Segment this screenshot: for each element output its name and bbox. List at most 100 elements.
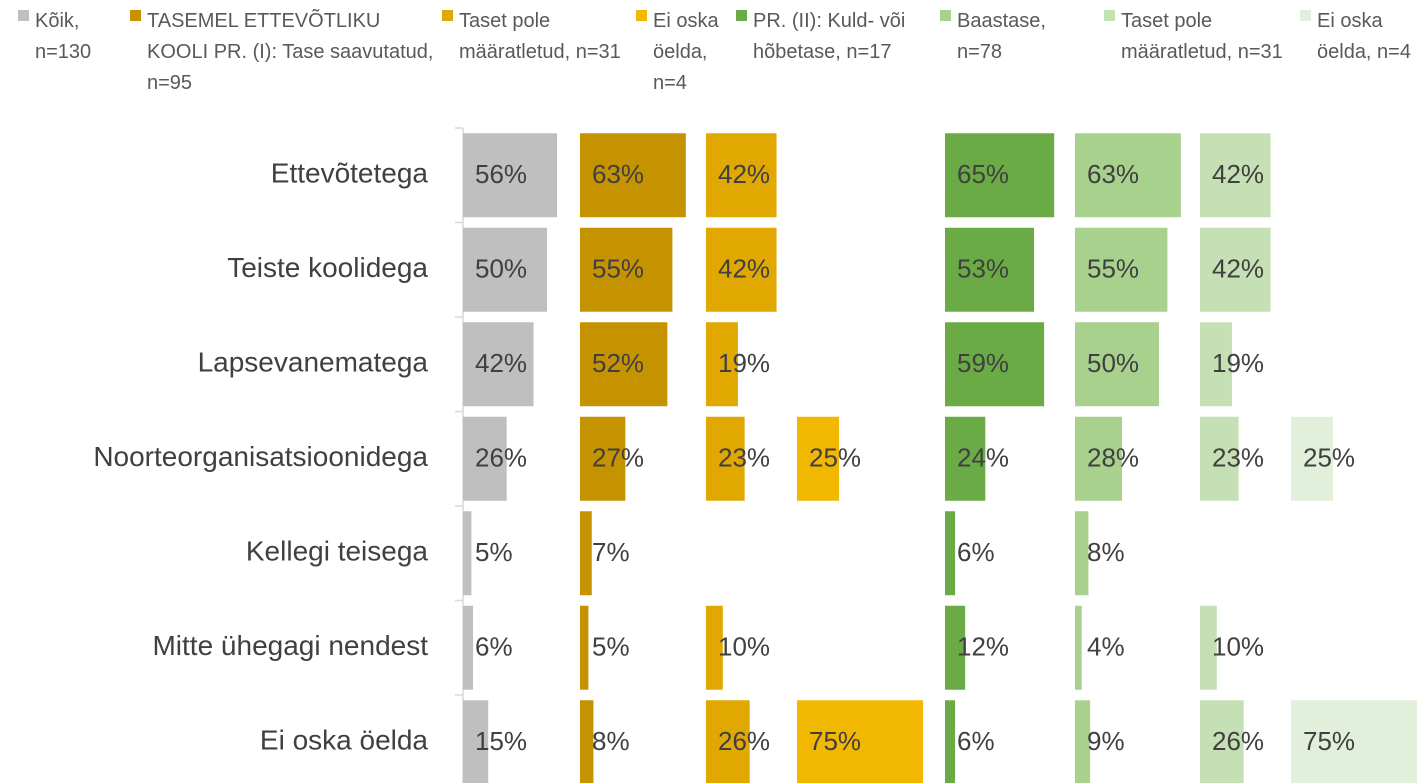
bar (797, 416, 839, 501)
legend-swatch (1300, 10, 1311, 21)
legend-swatch (940, 10, 951, 21)
value-label: 27% (592, 443, 644, 473)
value-label: 10% (718, 632, 770, 662)
value-label: 6% (475, 632, 513, 662)
category-label: Mitte ühegagi nendest (152, 630, 428, 661)
bar (580, 700, 594, 783)
bar (1075, 322, 1159, 407)
legend-label: PR. (II): Kuld- või hõbetase, n=17 (753, 10, 906, 63)
value-label: 50% (1087, 348, 1139, 378)
value-label: 75% (1303, 726, 1355, 756)
value-label: 75% (809, 726, 861, 756)
bar (945, 416, 986, 501)
bar (706, 605, 723, 690)
legend-swatch (18, 10, 29, 21)
bar (463, 322, 534, 407)
bar (463, 700, 489, 783)
bar (706, 322, 738, 407)
value-label: 25% (809, 443, 861, 473)
category-label: Kellegi teisega (246, 536, 429, 567)
value-label: 26% (475, 443, 527, 473)
value-label: 55% (592, 254, 644, 284)
bar (1075, 511, 1089, 596)
category-label: Lapsevanematega (198, 347, 429, 378)
value-label: 65% (957, 159, 1009, 189)
value-label: 8% (592, 726, 630, 756)
value-label: 6% (957, 537, 995, 567)
legend-label: Baastase, n=78 (957, 10, 1046, 63)
bar (580, 605, 589, 690)
value-label: 42% (1212, 159, 1264, 189)
bar (706, 133, 777, 218)
legend-swatch (636, 10, 647, 21)
bar (1200, 605, 1217, 690)
bar (945, 605, 966, 690)
bar (1200, 133, 1271, 218)
value-label: 8% (1087, 537, 1125, 567)
bar (945, 511, 956, 596)
value-label: 12% (957, 632, 1009, 662)
value-label: 42% (475, 348, 527, 378)
value-label: 42% (1212, 254, 1264, 284)
bar (463, 416, 507, 501)
bar (463, 511, 472, 596)
legend-swatch (736, 10, 747, 21)
legend-swatch (1104, 10, 1115, 21)
bar (945, 700, 956, 783)
bar (1075, 133, 1181, 218)
category-label: Ei oska öelda (260, 725, 429, 756)
value-label: 63% (1087, 159, 1139, 189)
value-label: 55% (1087, 254, 1139, 284)
bar (580, 322, 668, 407)
category-label: Teiste koolidega (227, 252, 428, 283)
legend-label: TASEMEL ETTEVÕTLIKU KOOLI PR. (I): Tase … (147, 10, 434, 94)
value-label: 15% (475, 726, 527, 756)
bar (463, 133, 558, 218)
legend-label: Taset pole määratletud, n=31 (1121, 10, 1283, 63)
bar (580, 416, 626, 501)
bar (1291, 416, 1333, 501)
value-label: 50% (475, 254, 527, 284)
category-label: Ettevõtetega (271, 158, 429, 189)
value-label: 5% (475, 537, 513, 567)
value-label: 23% (1212, 443, 1264, 473)
value-label: 9% (1087, 726, 1125, 756)
bar (1200, 322, 1232, 407)
legend-swatch (442, 10, 453, 21)
bar (706, 227, 777, 312)
bar (463, 227, 547, 312)
bar (706, 416, 745, 501)
value-label: 63% (592, 159, 644, 189)
value-label: 19% (718, 348, 770, 378)
legend-label: Ei oska öelda, n=4 (653, 10, 719, 94)
bar (797, 700, 923, 783)
value-label: 59% (957, 348, 1009, 378)
bar (580, 511, 592, 596)
value-label: 26% (1212, 726, 1264, 756)
value-label: 7% (592, 537, 630, 567)
value-label: 42% (718, 159, 770, 189)
value-label: 4% (1087, 632, 1125, 662)
value-label: 53% (957, 254, 1009, 284)
bar (1075, 227, 1168, 312)
value-label: 5% (592, 632, 630, 662)
legend-swatch (130, 10, 141, 21)
value-label: 52% (592, 348, 644, 378)
value-label: 19% (1212, 348, 1264, 378)
legend-label: Taset pole määratletud, n=31 (459, 10, 621, 63)
bar (580, 133, 686, 218)
value-label: 25% (1303, 443, 1355, 473)
bar (945, 133, 1055, 218)
bar (580, 227, 673, 312)
value-label: 56% (475, 159, 527, 189)
bar (1200, 227, 1271, 312)
category-label: Noorteorganisatsioonidega (93, 441, 428, 472)
bar (1075, 416, 1123, 501)
value-label: 28% (1087, 443, 1139, 473)
bar (1200, 416, 1239, 501)
bar (1200, 700, 1244, 783)
bar (463, 605, 474, 690)
bar (1075, 700, 1091, 783)
